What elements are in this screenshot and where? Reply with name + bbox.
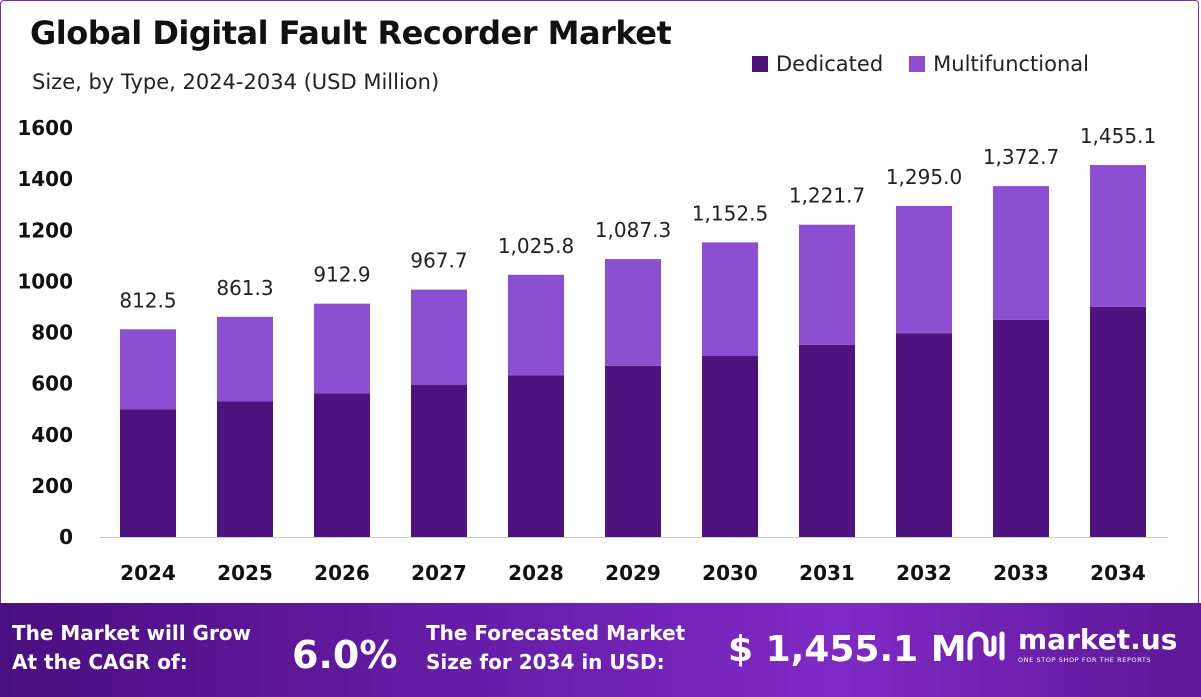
- cagr-label-line1: The Market will Grow: [12, 621, 252, 645]
- total-value-label: 861.3: [216, 276, 273, 300]
- y-tick-label: 1600: [17, 116, 73, 140]
- y-tick-label: 600: [31, 372, 73, 396]
- cagr-label-line2: At the CAGR of:: [12, 650, 188, 674]
- logo-tagline: ONE STOP SHOP FOR THE REPORTS: [1018, 656, 1152, 664]
- y-tick-label: 200: [31, 474, 73, 498]
- total-value-label: 967.7: [410, 249, 467, 273]
- market-us-logo-icon: [967, 631, 1005, 660]
- bar-multifunctional-2034: [1090, 165, 1146, 307]
- y-tick-label: 1000: [17, 269, 73, 293]
- x-tick-label: 2028: [508, 561, 564, 585]
- y-tick-label: 800: [31, 321, 73, 345]
- bar-dedicated-2030: [702, 356, 758, 537]
- legend-item-multifunctional: Multifunctional: [909, 52, 1089, 76]
- x-tick-label: 2033: [993, 561, 1049, 585]
- bar-dedicated-2027: [411, 384, 467, 537]
- x-tick-label: 2034: [1090, 561, 1146, 585]
- y-tick-label: 1200: [17, 218, 73, 242]
- chart-title: Global Digital Fault Recorder Market: [30, 14, 672, 52]
- bar-dedicated-2024: [120, 409, 176, 537]
- x-tick-label: 2027: [411, 561, 467, 585]
- total-value-label: 1,295.0: [886, 165, 962, 189]
- bar-multifunctional-2032: [896, 205, 952, 334]
- forecast-value: $ 1,455.1 M: [728, 629, 967, 670]
- legend-swatch-multifunctional: [909, 56, 926, 72]
- forecast-label: The Forecasted Market Size for 2034 in U…: [426, 619, 685, 677]
- bar-dedicated-2034: [1090, 306, 1146, 537]
- total-value-label: 912.9: [313, 263, 370, 287]
- bar-dedicated-2029: [605, 365, 661, 537]
- x-tick-label: 2024: [120, 561, 176, 585]
- footer-banner: The Market will Grow At the CAGR of: 6.0…: [0, 603, 1201, 697]
- legend-swatch-dedicated: [752, 56, 768, 72]
- total-value-label: 1,025.8: [498, 234, 574, 258]
- legend-label-dedicated: Dedicated: [776, 52, 884, 76]
- cagr-value: 6.0%: [292, 633, 398, 677]
- x-tick-label: 2025: [217, 561, 273, 585]
- stacked-bar-chart: 0 200 400 600 800 1000 1200 1400 1600 812.5 2024 86…: [17, 116, 1168, 585]
- x-tick-label: 2026: [314, 561, 370, 585]
- bar-multifunctional-2027: [411, 289, 467, 385]
- x-tick-label: 2029: [605, 561, 661, 585]
- total-value-label: 1,372.7: [983, 145, 1059, 169]
- bar-dedicated-2033: [993, 319, 1049, 537]
- legend-label-multifunctional: Multifunctional: [933, 52, 1089, 76]
- total-value-label: 1,087.3: [595, 218, 671, 242]
- total-value-label: 1,152.5: [692, 201, 768, 225]
- bar-dedicated-2026: [314, 393, 370, 537]
- bar-dedicated-2028: [508, 375, 564, 537]
- x-tick-label: 2032: [896, 561, 952, 585]
- bar-multifunctional-2030: [702, 242, 758, 357]
- bar-multifunctional-2026: [314, 303, 370, 394]
- logo-name: market.us: [1018, 623, 1178, 656]
- cagr-label: The Market will Grow At the CAGR of:: [12, 619, 251, 677]
- y-tick-label: 0: [59, 525, 73, 549]
- bar-multifunctional-2024: [120, 329, 176, 410]
- bar-multifunctional-2025: [217, 316, 273, 402]
- y-tick-label: 1400: [17, 167, 73, 191]
- x-tick-label: 2031: [799, 561, 855, 585]
- bar-dedicated-2025: [217, 401, 273, 537]
- total-value-label: 812.5: [119, 288, 176, 312]
- chart-subtitle: Size, by Type, 2024-2034 (USD Million): [32, 70, 440, 94]
- bar-multifunctional-2033: [993, 186, 1049, 320]
- total-value-label: 1,221.7: [789, 184, 865, 208]
- forecast-label-line1: The Forecasted Market: [426, 621, 686, 645]
- forecast-label-line2: Size for 2034 in USD:: [426, 650, 665, 674]
- bar-dedicated-2032: [896, 333, 952, 537]
- bar-multifunctional-2031: [799, 224, 855, 345]
- bar-multifunctional-2029: [605, 259, 661, 366]
- bar-dedicated-2031: [799, 344, 855, 537]
- total-value-label: 1,455.1: [1080, 124, 1156, 148]
- y-tick-label: 400: [31, 423, 73, 447]
- bar-multifunctional-2028: [508, 274, 564, 376]
- chart-legend: Dedicated Multifunctional: [752, 52, 1089, 76]
- market-us-logo: market.us ONE STOP SHOP FOR THE REPORTS: [966, 625, 1177, 664]
- x-tick-label: 2030: [702, 561, 758, 585]
- legend-item-dedicated: Dedicated: [752, 52, 883, 76]
